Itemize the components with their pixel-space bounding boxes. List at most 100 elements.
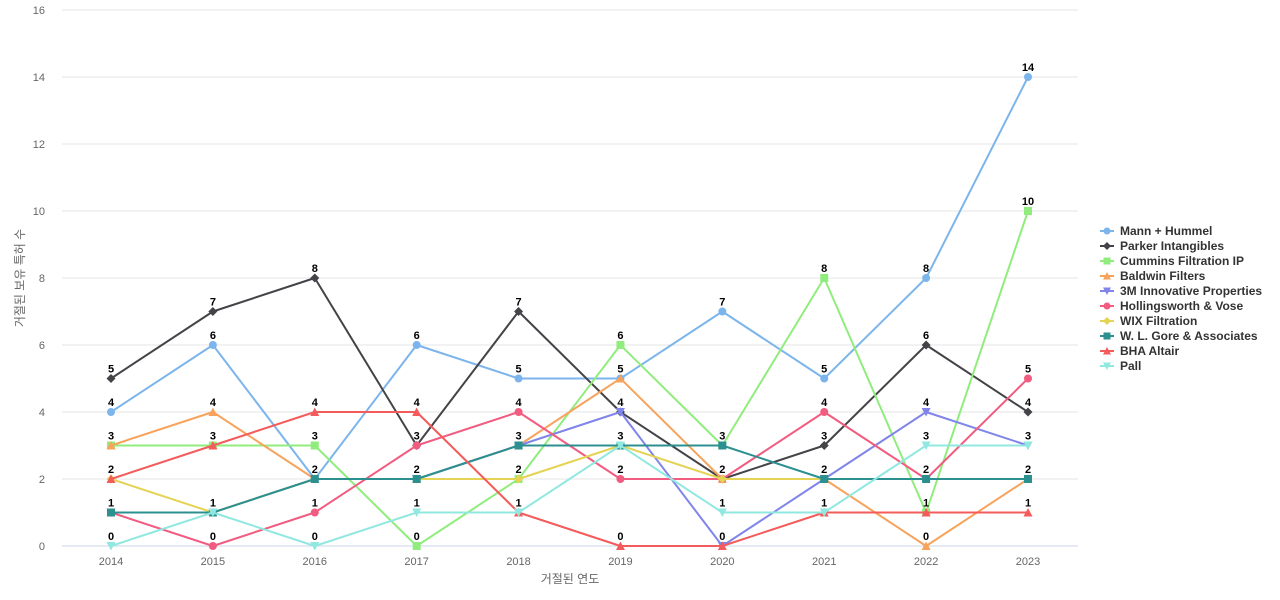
legend-item[interactable]: 3M Innovative Properties [1100,284,1262,298]
data-point[interactable] [1024,475,1032,483]
data-point[interactable] [514,374,523,383]
data-point[interactable] [616,475,625,483]
data-point[interactable] [412,508,422,518]
data-point[interactable] [310,441,319,450]
data-point[interactable] [820,475,829,483]
data-point[interactable] [310,273,320,283]
legend-marker [1103,257,1111,265]
series-line[interactable] [110,444,1028,547]
data-label: 5 [821,364,827,376]
data-point[interactable] [514,508,524,518]
data-point[interactable] [921,541,931,551]
data-label: 4 [414,397,421,409]
x-tick-label: 2019 [608,556,632,568]
legend-label: Hollingsworth & Vose [1120,299,1243,313]
series-line[interactable] [110,411,1028,547]
data-point[interactable] [921,508,931,517]
legend-item[interactable]: Mann + Hummel [1100,224,1212,238]
data-point[interactable] [819,441,829,450]
data-point[interactable] [1024,374,1032,383]
series-mann-hummel[interactable] [107,73,1032,483]
data-point[interactable] [412,407,422,417]
data-point[interactable] [615,374,625,383]
data-point[interactable] [106,474,116,484]
legend-item[interactable]: Baldwin Filters [1100,269,1206,283]
data-point[interactable] [616,341,625,349]
data-label: 5 [108,364,114,376]
data-label: 0 [617,531,623,543]
legend-item[interactable]: BHA Altair [1100,344,1179,358]
legend-item[interactable]: WIX Filtration [1100,314,1197,328]
data-point[interactable] [310,508,319,517]
data-point[interactable] [106,441,116,450]
data-point[interactable] [820,274,829,282]
data-point[interactable] [412,341,421,349]
data-point[interactable] [1024,207,1032,215]
data-point[interactable] [820,408,829,416]
data-point[interactable] [514,441,523,450]
x-axis-title: 거절된 연도 [541,572,600,586]
data-point[interactable] [615,541,625,551]
data-point[interactable] [106,542,116,551]
data-point[interactable] [820,374,829,383]
data-point[interactable] [514,408,523,416]
data-point[interactable] [717,474,727,484]
data-point[interactable] [1023,508,1033,517]
data-point[interactable] [922,274,931,282]
data-label: 1 [210,498,216,510]
data-point[interactable] [717,541,727,551]
data-point[interactable] [1023,407,1033,417]
data-point[interactable] [718,441,727,450]
data-point[interactable] [922,475,931,483]
data-point[interactable] [208,407,218,417]
series-pall[interactable] [106,441,1033,551]
x-axis-ticks: 2014 2015 2016 2017 2018 2019 2020 2021 2022 2023 [99,556,1040,568]
series-line[interactable] [110,76,1029,480]
data-point[interactable] [514,307,524,316]
x-tick-label: 2022 [914,556,938,568]
legend-item[interactable]: Hollingsworth & Vose [1100,299,1243,313]
data-point[interactable] [615,408,625,417]
data-point[interactable] [412,475,421,483]
data-point[interactable] [208,542,217,550]
legend-marker [1103,317,1111,325]
data-point[interactable] [921,340,931,350]
legend-item[interactable]: Parker Intangibles [1100,239,1224,253]
data-label: 2 [1025,464,1031,476]
x-tick-label: 2017 [404,556,428,568]
y-tick-label: 4 [39,407,45,419]
data-point[interactable] [514,474,524,484]
data-label: 7 [719,297,725,309]
data-point[interactable] [208,341,217,349]
legend-item[interactable]: Cummins Filtration IP [1100,254,1244,268]
data-point[interactable] [412,441,421,450]
legend-item[interactable]: Pall [1100,359,1141,373]
data-label: 1 [821,498,827,510]
data-point[interactable] [717,508,727,518]
data-point[interactable] [921,441,931,451]
data-point[interactable] [819,508,829,518]
data-point[interactable] [107,408,115,416]
data-label: 1 [1025,498,1031,510]
data-point[interactable] [1023,441,1033,451]
data-point[interactable] [921,408,931,417]
data-point[interactable] [310,475,319,483]
data-label: 6 [414,330,420,342]
data-point[interactable] [208,307,218,316]
data-label: 4 [312,397,319,409]
data-point[interactable] [107,508,115,517]
data-point[interactable] [208,441,218,450]
data-point[interactable] [208,508,218,518]
legend-item[interactable]: W. L. Gore & Associates [1100,329,1258,343]
legend-marker [1103,362,1111,370]
data-label: 3 [414,431,420,443]
data-point[interactable] [1024,73,1032,81]
data-point[interactable] [615,441,625,451]
data-point[interactable] [106,374,116,383]
data-point[interactable] [718,307,727,316]
data-point[interactable] [310,407,320,417]
data-point[interactable] [310,542,320,551]
data-point[interactable] [412,542,421,550]
y-axis-title: 거절된 보유 특허 수 [13,229,27,327]
